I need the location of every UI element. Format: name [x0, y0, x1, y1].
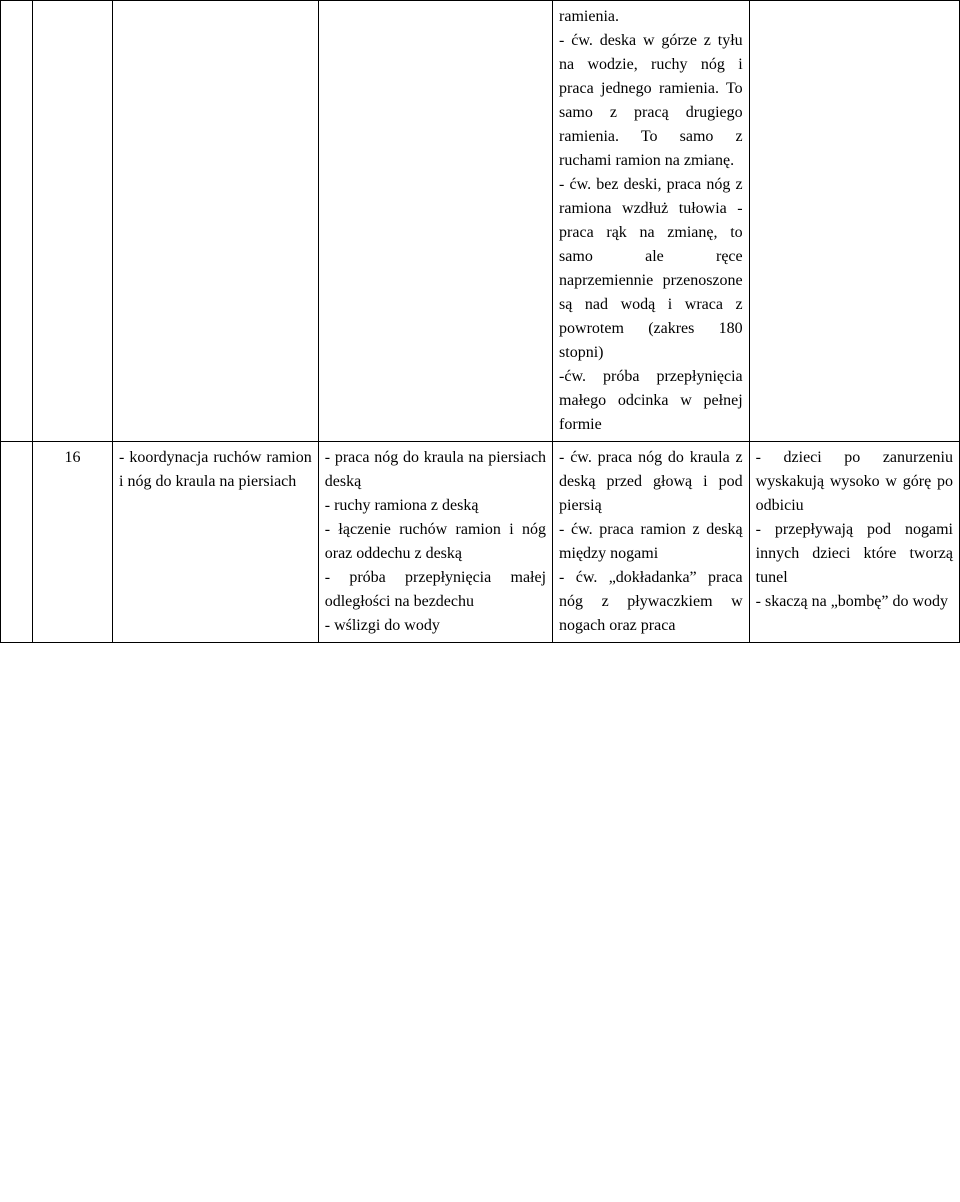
cell-r1-c1: 16	[33, 442, 113, 643]
text: - dzieci po zanurzeniu wyskakują wysoko …	[756, 449, 953, 610]
table-row: 16 - koordynacja ruchów ramion i nóg do …	[1, 442, 960, 643]
cell-r0-c3	[318, 1, 552, 442]
cell-r1-c5: - dzieci po zanurzeniu wyskakują wysoko …	[749, 442, 959, 643]
lesson-table: ramienia. - ćw. deska w górze z tyłu na …	[0, 0, 960, 643]
lesson-number: 16	[65, 449, 81, 466]
cell-r1-c4: - ćw. praca nóg do kraula z deską przed …	[553, 442, 750, 643]
text: ramienia. - ćw. deska w górze z tyłu na …	[559, 8, 743, 433]
cell-r1-c0	[1, 442, 33, 643]
text: - koordynacja ruchów ramion i nóg do kra…	[119, 449, 312, 490]
cell-r1-c3: - praca nóg do kraula na piersiach deską…	[318, 442, 552, 643]
table-row: ramienia. - ćw. deska w górze z tyłu na …	[1, 1, 960, 442]
cell-r0-c2	[113, 1, 319, 442]
text: - ćw. praca nóg do kraula z deską przed …	[559, 449, 743, 634]
cell-r0-c0	[1, 1, 33, 442]
cell-r0-c5	[749, 1, 959, 442]
cell-r0-c4: ramienia. - ćw. deska w górze z tyłu na …	[553, 1, 750, 442]
document-page: ramienia. - ćw. deska w górze z tyłu na …	[0, 0, 960, 643]
cell-r0-c1	[33, 1, 113, 442]
text: - praca nóg do kraula na piersiach deską…	[325, 449, 546, 634]
cell-r1-c2: - koordynacja ruchów ramion i nóg do kra…	[113, 442, 319, 643]
